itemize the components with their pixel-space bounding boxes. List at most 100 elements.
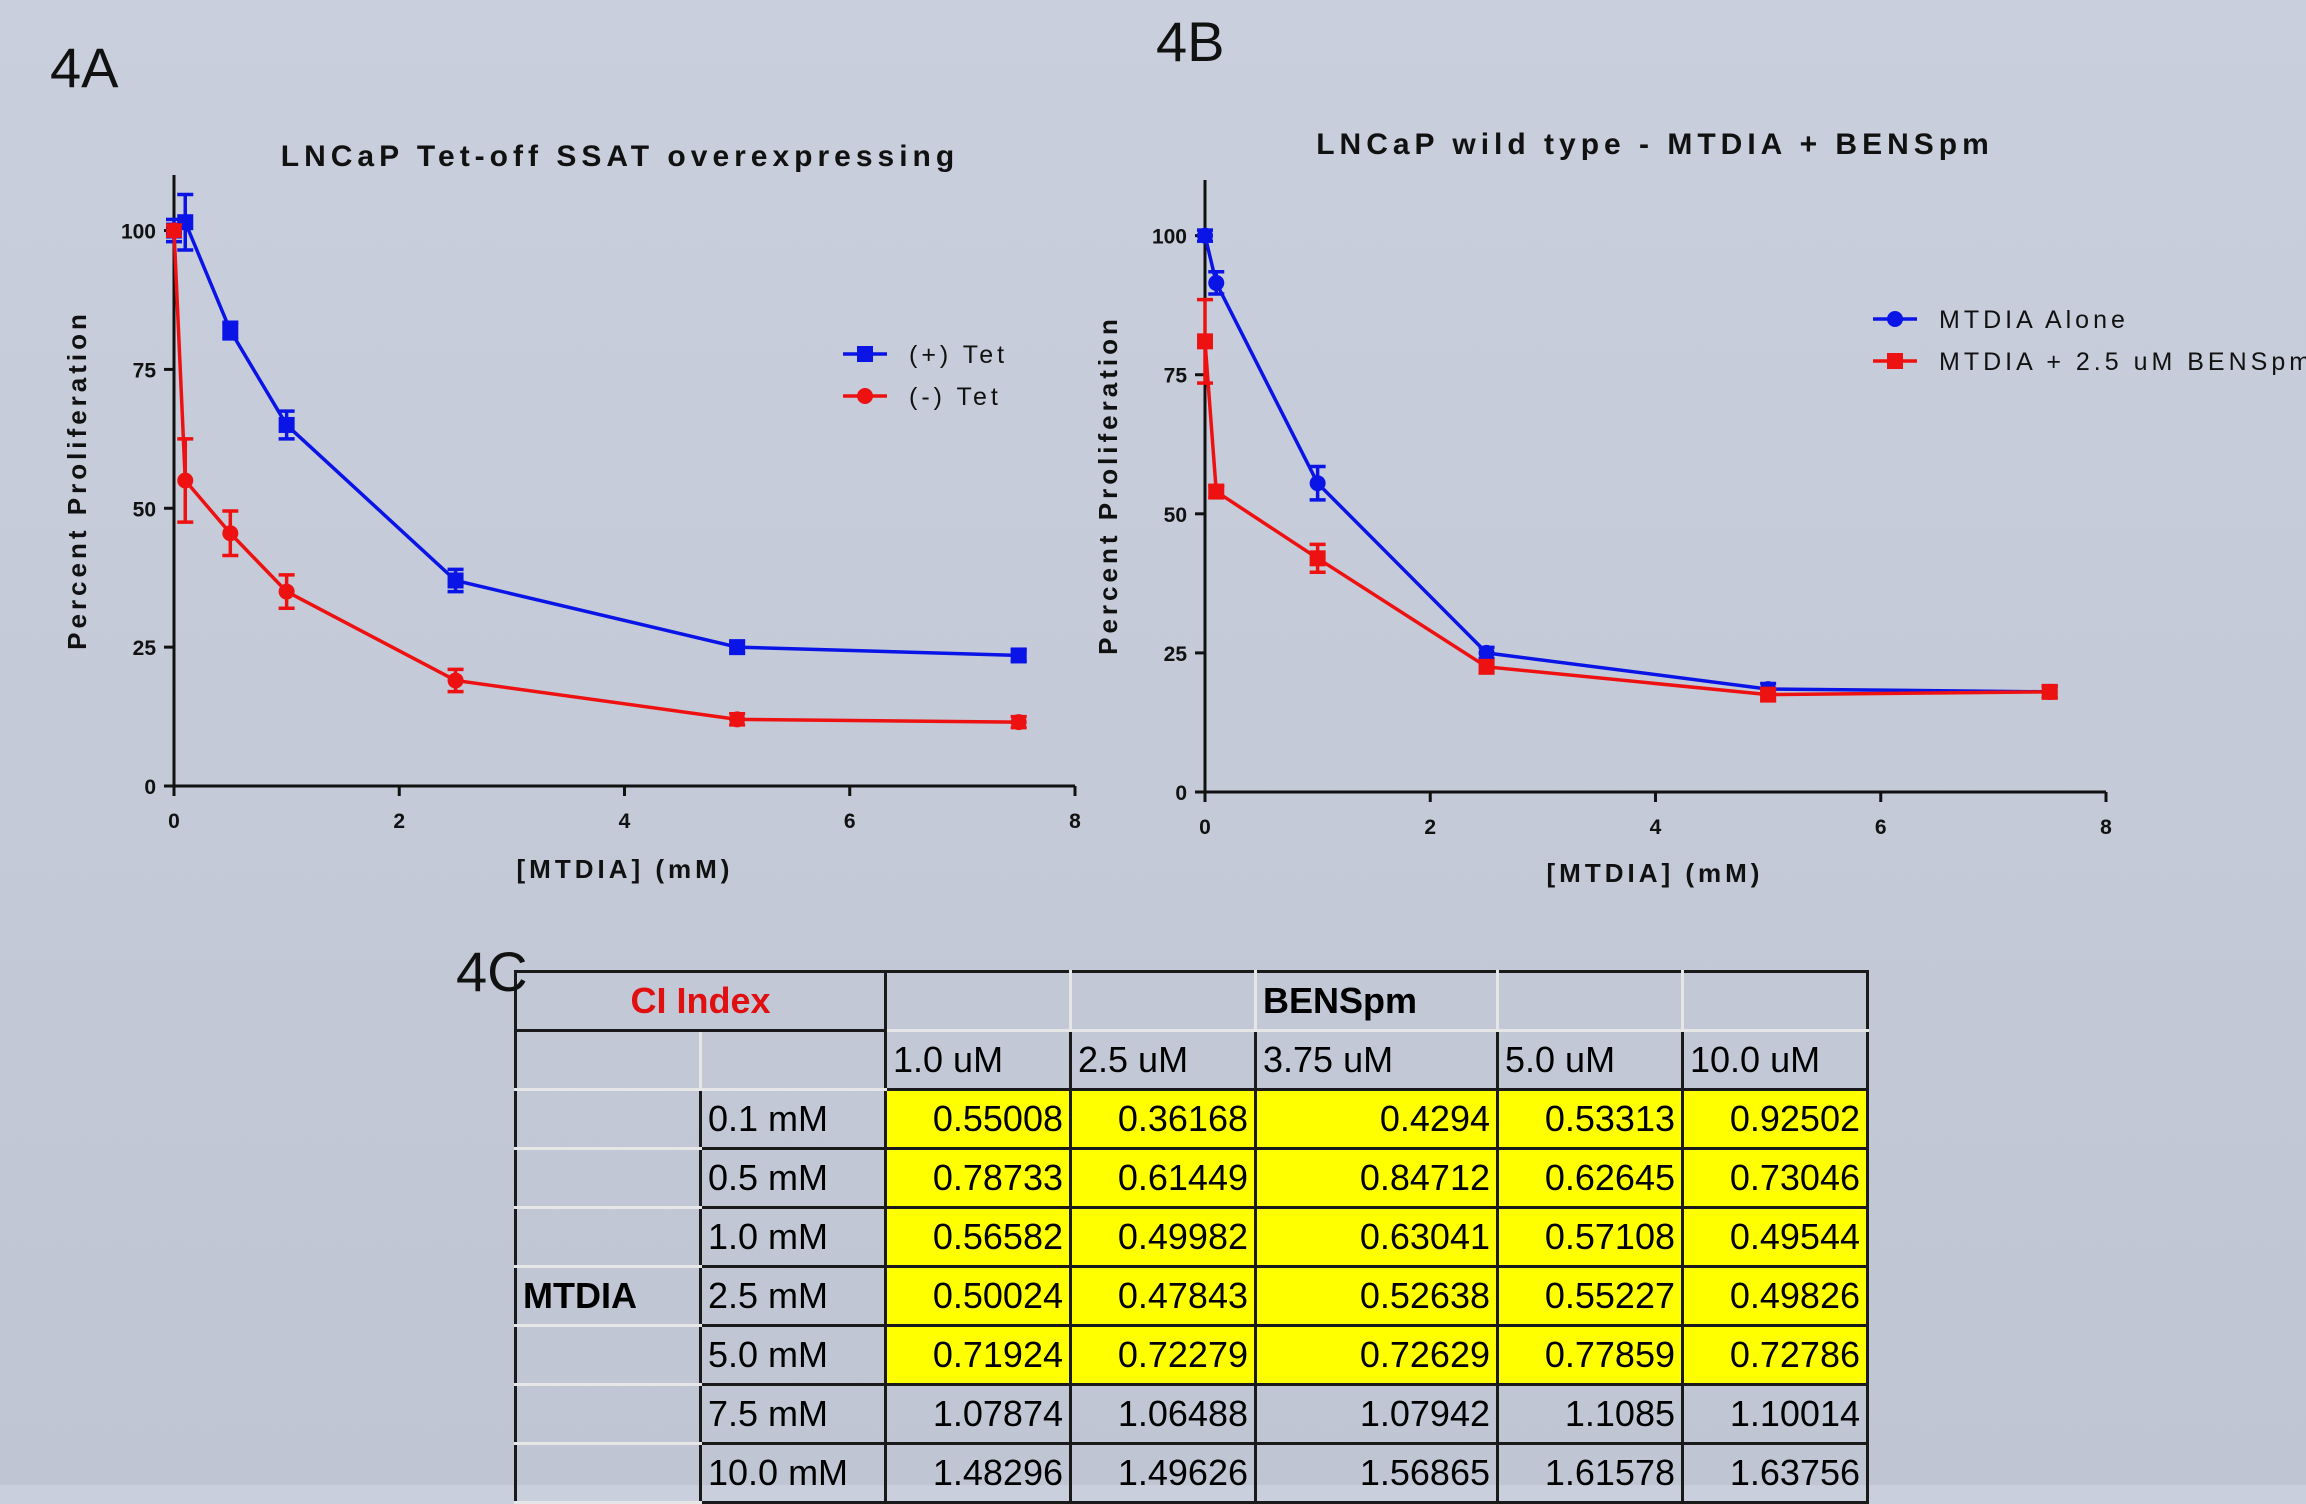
ci-value-cell: 0.55227 xyxy=(1496,1265,1684,1327)
column-header: 3.75 uM xyxy=(1254,1029,1499,1091)
table-row: MTDIA 2.5 mM 0.50024 0.47843 0.52638 0.55227 0… xyxy=(514,1265,1869,1327)
ci-value-cell: 0.47843 xyxy=(1069,1265,1257,1327)
data-point xyxy=(1208,483,1225,500)
series-2: MTDIA + 2.5 uM BENSpm xyxy=(1197,297,2306,703)
x-tick-label: 0 xyxy=(168,810,180,833)
ci-value-cell: 1.07942 xyxy=(1254,1383,1499,1445)
table-row: 0.5 mM 0.78733 0.61449 0.84712 0.62645 0.7304… xyxy=(514,1147,1869,1209)
data-point xyxy=(447,572,464,589)
panel-label-4c: 4C xyxy=(456,940,528,1003)
ci-value-cell: 0.50024 xyxy=(884,1265,1072,1327)
data-point xyxy=(1760,686,1777,703)
legend-label: MTDIA + 2.5 uM BENSpm xyxy=(1939,348,2306,376)
y-axis-label: Percent Proliferation xyxy=(1093,315,1123,655)
column-header: 5.0 uM xyxy=(1496,1029,1684,1091)
ci-value-cell: 0.92502 xyxy=(1681,1088,1869,1150)
ci-value-cell: 1.56865 xyxy=(1254,1442,1499,1504)
data-point xyxy=(1309,550,1326,567)
table-row: 7.5 mM 1.07874 1.06488 1.07942 1.1085 1.10014 xyxy=(514,1383,1869,1445)
ci-value-cell: 0.49982 xyxy=(1069,1206,1257,1268)
ci-value-cell: 0.4294 xyxy=(1254,1088,1499,1150)
row-group-cell xyxy=(514,1147,702,1209)
data-point xyxy=(222,525,239,542)
table-header-row: CI Index BENSpm xyxy=(514,970,1869,1032)
data-point xyxy=(447,672,464,689)
row-group-cell xyxy=(514,1324,702,1386)
x-axis-label: [MTDIA] (mM) xyxy=(517,854,734,884)
y-axis-label: Percent Proliferation xyxy=(62,310,92,650)
ci-value-cell: 1.10014 xyxy=(1681,1383,1869,1445)
x-tick-label: 4 xyxy=(619,810,631,833)
y-tick-label: 0 xyxy=(1175,782,1187,805)
series-1: (+) Tet xyxy=(166,192,1027,664)
ci-value-cell: 0.63041 xyxy=(1254,1206,1499,1268)
x-tick-label: 0 xyxy=(1199,816,1211,839)
data-point xyxy=(729,639,746,656)
data-point xyxy=(1309,475,1326,492)
series-2: (-) Tet xyxy=(166,222,1027,731)
data-point xyxy=(1197,227,1213,244)
ci-value-cell: 0.57108 xyxy=(1496,1206,1684,1268)
data-point xyxy=(177,472,194,489)
data-point xyxy=(166,222,182,239)
ci-value-cell: 1.06488 xyxy=(1069,1383,1257,1445)
ci-index-table: CI Index BENSpm 1.0 uM 2.5 uM 3.75 uM 5.… xyxy=(514,970,1869,1504)
column-header: 1.0 uM xyxy=(884,1029,1072,1091)
legend-label: (+) Tet xyxy=(909,341,1008,369)
y-tick-label: 75 xyxy=(133,359,157,382)
row-label: 1.0 mM xyxy=(699,1206,887,1268)
ci-value-cell: 1.07874 xyxy=(884,1383,1072,1445)
chart-4a: 0 2 4 6 8 0 25 50 75 100 LNCaP Tet-off SSAT overex… xyxy=(62,140,1081,884)
x-tick-label: 4 xyxy=(1650,816,1662,839)
row-label: 0.5 mM xyxy=(699,1147,887,1209)
y-tick-label: 25 xyxy=(1164,643,1188,666)
column-header-row: 1.0 uM 2.5 uM 3.75 uM 5.0 uM 10.0 uM xyxy=(514,1029,1869,1091)
column-header: 10.0 uM xyxy=(1681,1029,1869,1091)
ci-value-cell: 0.49544 xyxy=(1681,1206,1869,1268)
row-label: 7.5 mM xyxy=(699,1383,887,1445)
x-tick-label: 6 xyxy=(844,810,856,833)
panel-label-4a: 4A xyxy=(50,36,119,99)
legend-label: MTDIA Alone xyxy=(1939,306,2129,334)
data-point xyxy=(1010,714,1027,731)
data-point xyxy=(1010,647,1027,664)
series-line xyxy=(1203,235,2050,694)
x-tick-label: 2 xyxy=(393,810,405,833)
legend-marker xyxy=(857,346,873,362)
x-axis-label: [MTDIA] (mM) xyxy=(1547,858,1764,888)
x-tick-label: 6 xyxy=(1875,816,1887,839)
row-label: 0.1 mM xyxy=(699,1088,887,1150)
series-line xyxy=(1203,341,2050,697)
data-point xyxy=(222,322,239,339)
y-tick-label: 100 xyxy=(1152,226,1187,249)
ci-value-cell: 0.78733 xyxy=(884,1147,1072,1209)
benspm-header: BENSpm xyxy=(1254,970,1499,1032)
data-point xyxy=(729,711,746,728)
panel-label-4b: 4B xyxy=(1156,10,1225,73)
ci-value-cell: 1.61578 xyxy=(1496,1442,1684,1504)
series-1: MTDIA Alone xyxy=(1197,227,2129,700)
ci-value-cell: 0.62645 xyxy=(1496,1147,1684,1209)
ci-value-cell: 1.1085 xyxy=(1496,1383,1684,1445)
table-row: 1.0 mM 0.56582 0.49982 0.63041 0.57108 0.4954… xyxy=(514,1206,1869,1268)
legend-marker xyxy=(1887,353,1903,369)
data-point xyxy=(1208,274,1225,291)
column-header: 2.5 uM xyxy=(1069,1029,1257,1091)
legend-marker xyxy=(1887,311,1903,327)
row-group-cell xyxy=(514,1206,702,1268)
y-tick-label: 75 xyxy=(1164,365,1188,388)
legend-label: (-) Tet xyxy=(909,383,1002,411)
ci-value-cell: 0.53313 xyxy=(1496,1088,1684,1150)
data-point xyxy=(278,583,295,600)
data-point xyxy=(1478,644,1495,661)
ci-value-cell: 0.71924 xyxy=(884,1324,1072,1386)
ci-value-cell: 1.49626 xyxy=(1069,1442,1257,1504)
row-label: 2.5 mM xyxy=(699,1265,887,1327)
ci-value-cell: 0.61449 xyxy=(1069,1147,1257,1209)
ci-index-label: CI Index xyxy=(514,970,887,1032)
data-point xyxy=(2041,683,2058,700)
y-tick-label: 50 xyxy=(133,498,156,521)
chart-4b: 0 2 4 6 8 0 25 50 75 100 LNCaP wild type - MTDIA +… xyxy=(1093,128,2306,888)
table-row: 5.0 mM 0.71924 0.72279 0.72629 0.77859 0.7278… xyxy=(514,1324,1869,1386)
x-tick-label: 8 xyxy=(1069,810,1081,833)
